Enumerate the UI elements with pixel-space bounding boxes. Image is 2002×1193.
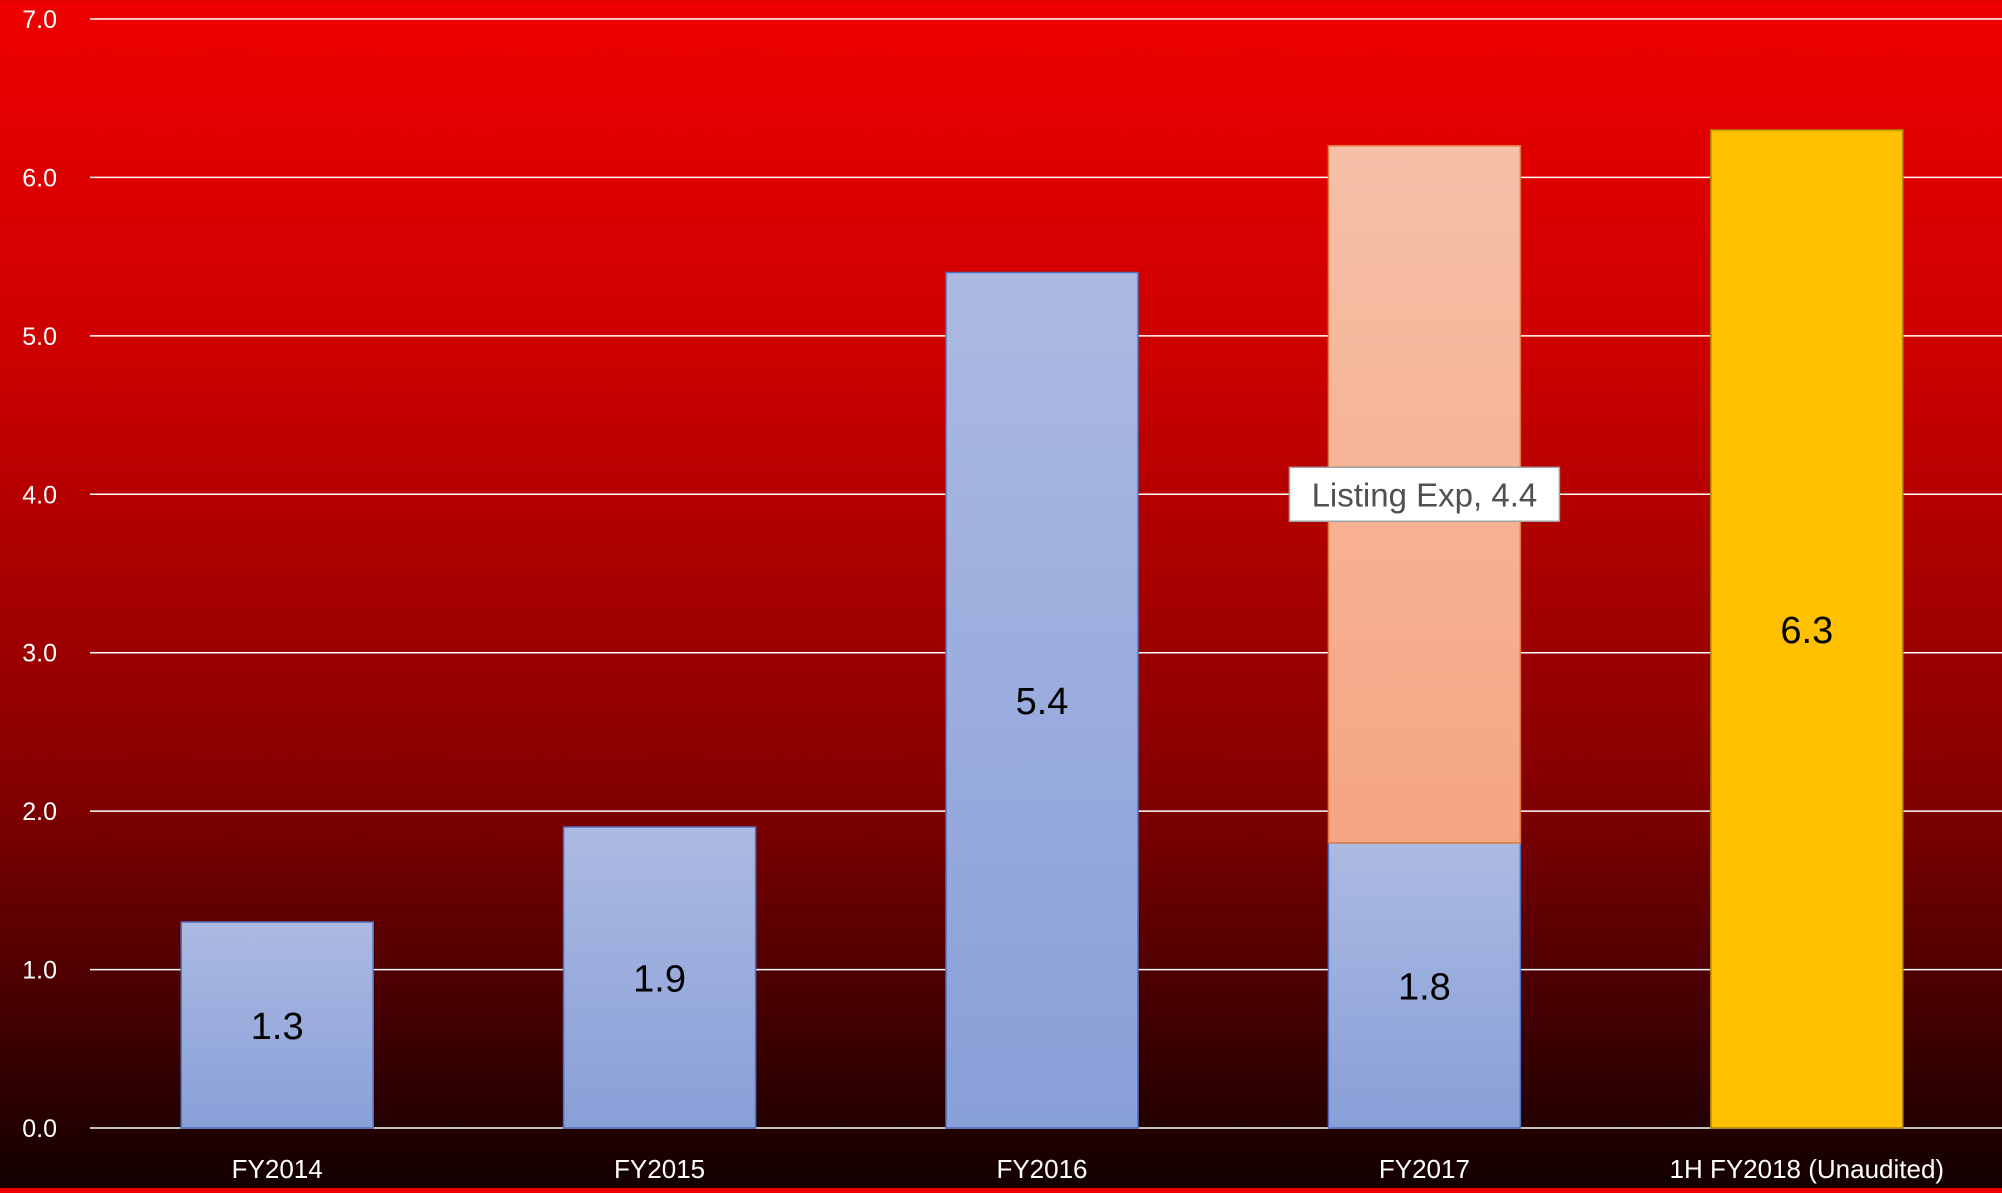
x-category-label: FY2017 <box>1379 1154 1470 1184</box>
bar-base <box>180 921 374 1129</box>
bar-base <box>1327 842 1522 1129</box>
annotation-callout: Listing Exp, 4.4 <box>1288 466 1561 523</box>
labels: 0.0 1.0 2.0 3.0 4.0 5.0 6.0 7.0 FY2014 FY2015 FY20… <box>22 6 1944 1184</box>
data-label: 1.8 <box>1398 966 1451 1008</box>
y-tick-label: 0.0 <box>22 1115 57 1143</box>
x-category-label: FY2015 <box>614 1154 705 1184</box>
y-tick-label: 4.0 <box>22 481 57 509</box>
annotation-text: Listing Exp, 4.4 <box>1312 476 1538 513</box>
annotation-box <box>1288 466 1561 523</box>
x-category-label: FY2016 <box>996 1154 1087 1184</box>
data-label: 5.4 <box>1016 681 1069 723</box>
y-tick-label: 5.0 <box>22 323 57 351</box>
y-tick-label: 7.0 <box>22 6 57 34</box>
y-tick-label: 3.0 <box>22 640 57 668</box>
data-label: 6.3 <box>1780 610 1833 652</box>
x-category-label: FY2014 <box>232 1154 323 1184</box>
y-tick-label: 6.0 <box>22 164 57 192</box>
y-tick-label: 2.0 <box>22 798 57 826</box>
data-label: 1.3 <box>251 1006 304 1048</box>
data-label: 1.9 <box>633 958 686 1000</box>
x-category-label: 1H FY2018 (Unaudited) <box>1669 1154 1944 1184</box>
bar-base <box>945 271 1139 1129</box>
bar-base <box>562 826 757 1129</box>
bars <box>180 129 1904 1129</box>
bar-interim <box>1710 129 1904 1129</box>
y-tick-label: 1.0 <box>22 957 57 985</box>
